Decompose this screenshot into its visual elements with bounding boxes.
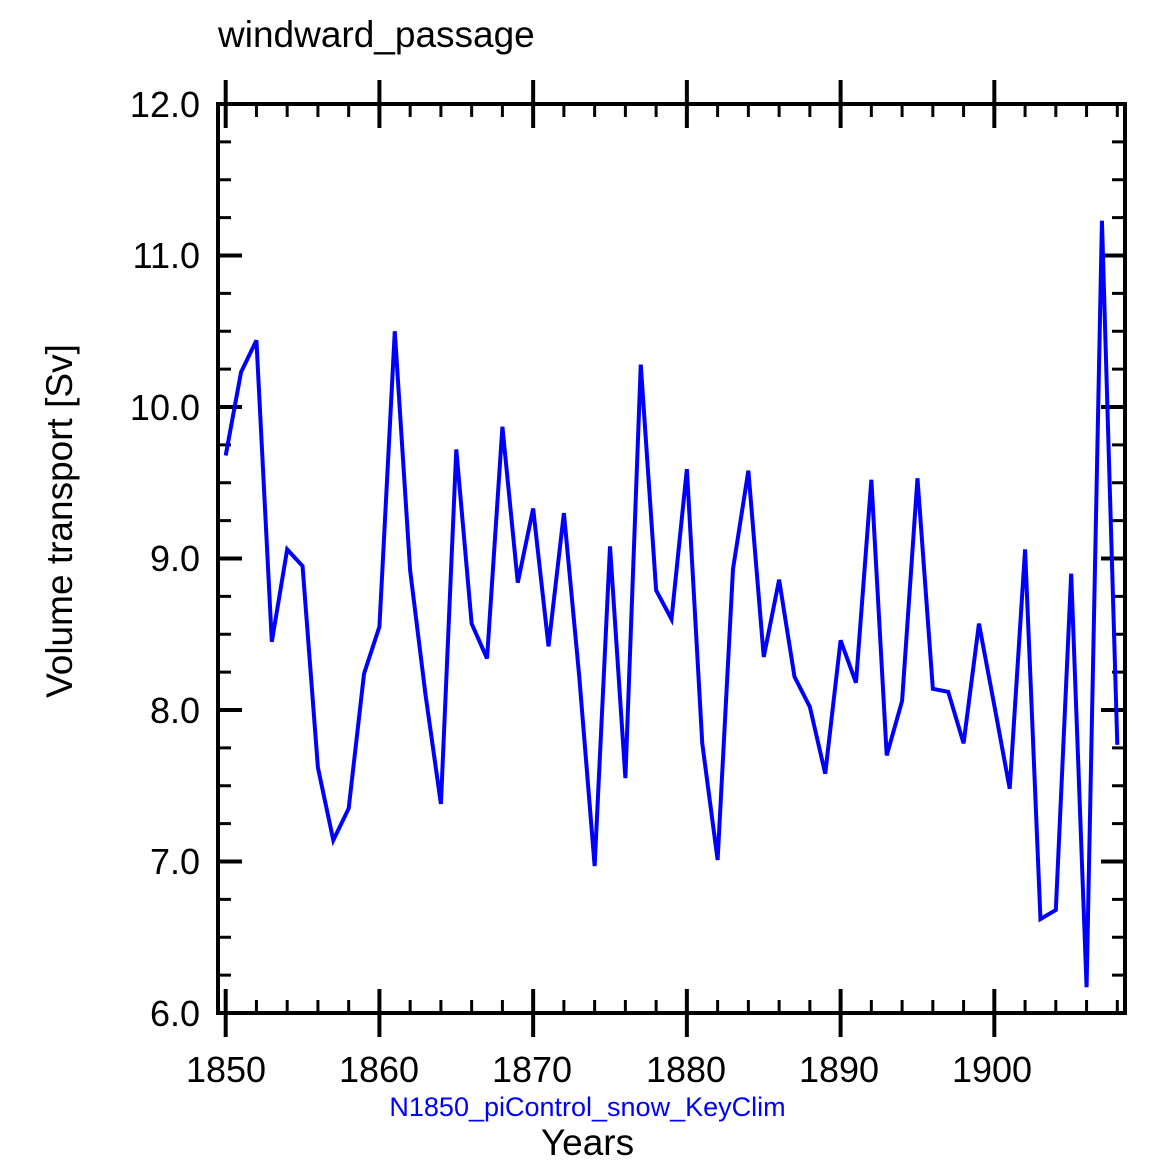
- y-tick-label: 12.0: [129, 84, 200, 125]
- axis-ticks: [218, 80, 1125, 1037]
- x-tick-label: 1890: [798, 1049, 880, 1090]
- x-tick-label: 1900: [951, 1049, 1033, 1090]
- y-tick-label: 8.0: [149, 690, 200, 731]
- x-tick-label: 1880: [645, 1049, 727, 1090]
- data-series-line: [223, 220, 1120, 988]
- y-tick-label: 9.0: [149, 538, 200, 579]
- x-tick-label: 1860: [338, 1049, 420, 1090]
- x-axis-label: Years: [540, 1122, 635, 1163]
- y-tick-label: 7.0: [149, 841, 200, 882]
- x-tick-label: 1850: [185, 1049, 267, 1090]
- y-tick-label: 11.0: [132, 235, 200, 276]
- y-tick-label: 10.0: [129, 387, 200, 428]
- x-tick-label: 1870: [491, 1049, 573, 1090]
- y-tick-label: 6.0: [149, 993, 200, 1034]
- legend-series-label: N1850_piControl_snow_KeyClim: [389, 1092, 786, 1122]
- axis-frame: [216, 102, 1127, 1015]
- page-title: windward_passage: [218, 14, 535, 55]
